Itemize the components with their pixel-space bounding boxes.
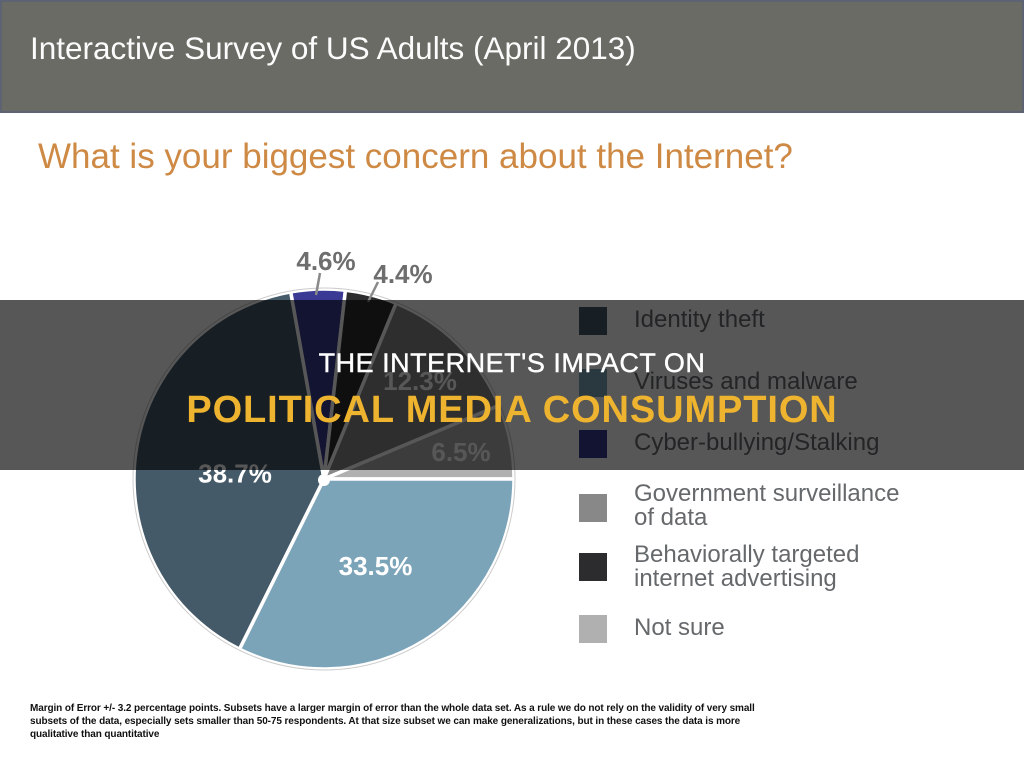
svg-text:4.6%: 4.6% [296, 246, 355, 276]
svg-text:33.5%: 33.5% [339, 551, 413, 581]
svg-text:4.4%: 4.4% [373, 259, 432, 289]
